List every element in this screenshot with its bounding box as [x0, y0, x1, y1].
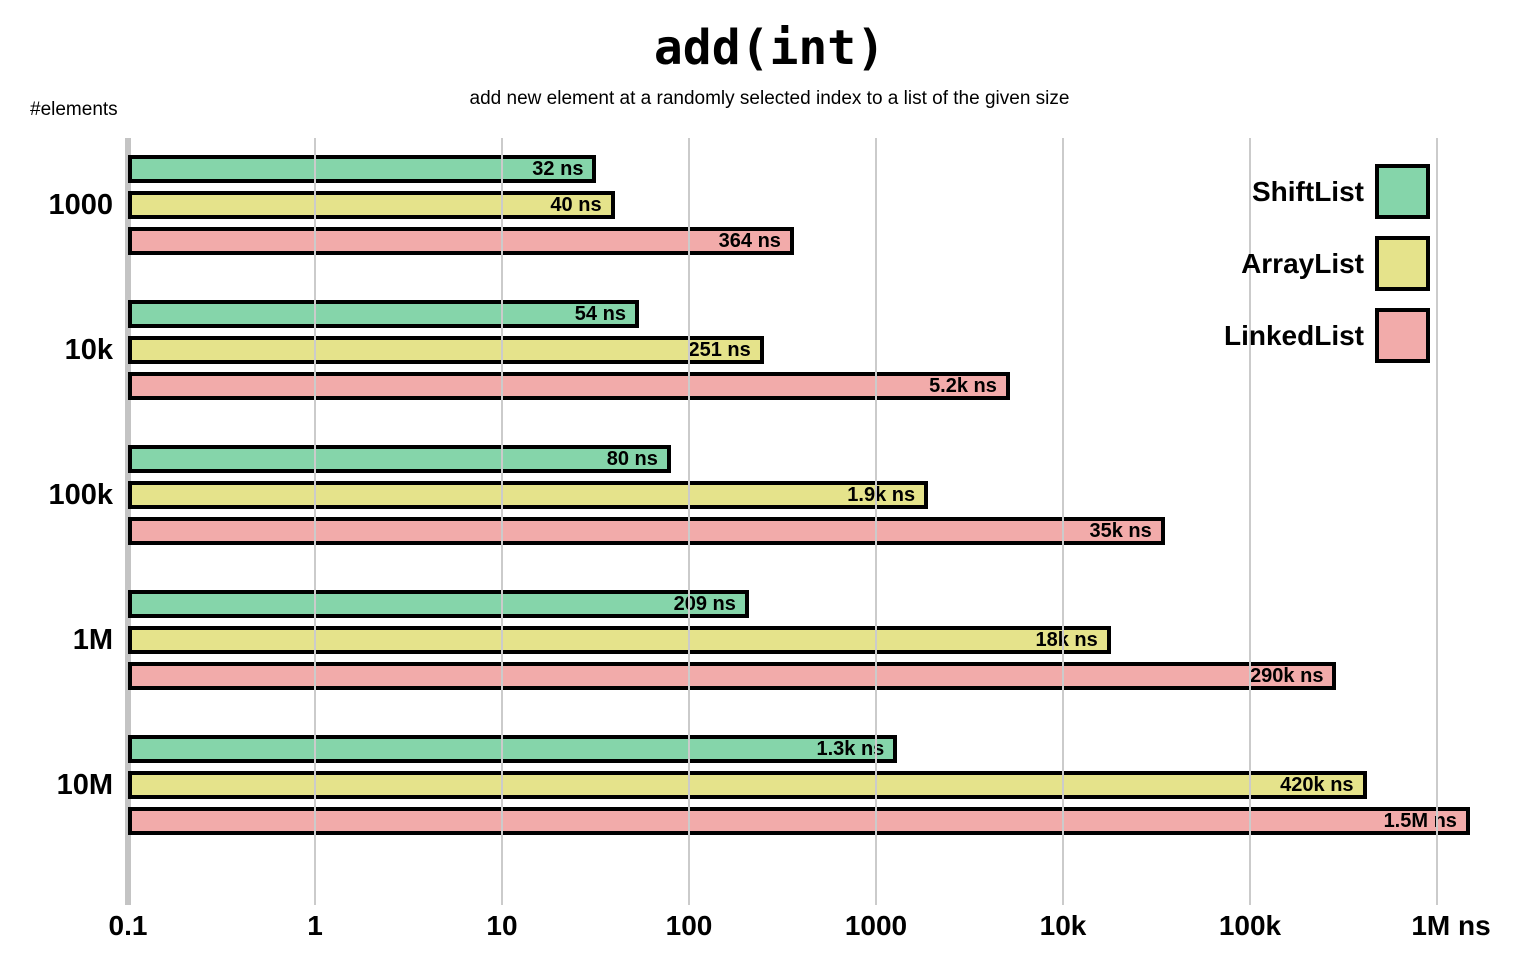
legend-swatch	[1375, 236, 1430, 291]
gridline	[1249, 138, 1251, 905]
bar-value-label: 1.3k ns	[816, 738, 885, 760]
x-tick-label: 10	[486, 910, 518, 941]
bar-linkedlist-1000: 364 ns	[128, 227, 794, 255]
x-tick-label: 0.1	[108, 910, 148, 941]
category-label: 1000	[48, 189, 113, 221]
bar-linkedlist-10M: 1.5M ns	[128, 807, 1470, 835]
bar-arraylist-1M: 18k ns	[128, 626, 1111, 654]
bar-value-label: 251 ns	[688, 339, 751, 361]
bar-value-label: 420k ns	[1280, 774, 1354, 796]
legend-item-arraylist: ArrayList	[1110, 236, 1430, 291]
plot-area: 0.1 1 10 100 1000 10k 100k 1M ns 1000 32 ns 40 ns 3…	[48, 138, 1528, 941]
gridline	[688, 138, 690, 905]
category-label: 10k	[64, 334, 113, 366]
gridline	[501, 138, 503, 905]
gridline	[1062, 138, 1064, 905]
bar-value-label: 1.5M ns	[1383, 810, 1457, 832]
bar-shiftlist-10k: 54 ns	[128, 300, 639, 328]
legend: ShiftList ArrayList LinkedList	[1110, 164, 1430, 380]
chart-title: add(int)	[653, 20, 886, 76]
category-label: 1M	[72, 624, 113, 656]
bar-value-label: 290k ns	[1250, 665, 1324, 687]
gridline	[314, 138, 316, 905]
x-tick-label: 1M ns	[1411, 910, 1491, 941]
legend-item-shiftlist: ShiftList	[1110, 164, 1430, 219]
bar-arraylist-1000: 40 ns	[128, 191, 615, 219]
bar-shiftlist-1M: 209 ns	[128, 590, 749, 618]
y-axis-label: #elements	[30, 99, 118, 120]
bar-arraylist-10M: 420k ns	[128, 771, 1367, 799]
bar-value-label: 5.2k ns	[929, 375, 997, 397]
x-tick-label: 100	[665, 910, 713, 941]
gridline	[875, 138, 877, 905]
bar-linkedlist-1M: 290k ns	[128, 662, 1337, 690]
bar-shiftlist-1000: 32 ns	[128, 155, 597, 183]
bar-arraylist-100k: 1.9k ns	[128, 481, 929, 509]
legend-label: LinkedList	[1223, 319, 1364, 351]
bar-value-label: 209 ns	[673, 593, 736, 615]
gridline	[1436, 138, 1438, 905]
legend-label: ArrayList	[1241, 247, 1364, 279]
bar-value-label: 18k ns	[1035, 629, 1098, 651]
bar-value-label: 32 ns	[532, 158, 584, 180]
legend-swatch	[1375, 164, 1430, 219]
x-tick-label: 10k	[1039, 910, 1087, 941]
category-label: 10M	[56, 769, 113, 801]
x-tick-label: 100k	[1218, 910, 1282, 941]
bar-arraylist-10k: 251 ns	[128, 336, 764, 364]
legend-swatch	[1375, 308, 1430, 363]
bar-value-label: 1.9k ns	[847, 484, 916, 506]
bar-linkedlist-10k: 5.2k ns	[128, 372, 1010, 400]
bar-linkedlist-100k: 35k ns	[128, 517, 1165, 545]
x-tick-label: 1000	[844, 910, 908, 941]
legend-label: ShiftList	[1252, 175, 1364, 207]
bar-shiftlist-100k: 80 ns	[128, 445, 671, 473]
bar-shiftlist-10M: 1.3k ns	[128, 735, 898, 763]
chart-subtitle: add new element at a randomly selected i…	[469, 88, 1070, 109]
x-tick-label: 1	[307, 910, 323, 941]
bar-value-label: 54 ns	[574, 303, 626, 325]
bar-value-label: 80 ns	[606, 448, 658, 470]
bar-value-label: 40 ns	[550, 194, 602, 216]
bar-value-label: 35k ns	[1089, 520, 1152, 542]
legend-item-linkedlist: LinkedList	[1110, 308, 1430, 363]
category-label: 100k	[48, 479, 113, 511]
bar-value-label: 364 ns	[718, 230, 781, 252]
